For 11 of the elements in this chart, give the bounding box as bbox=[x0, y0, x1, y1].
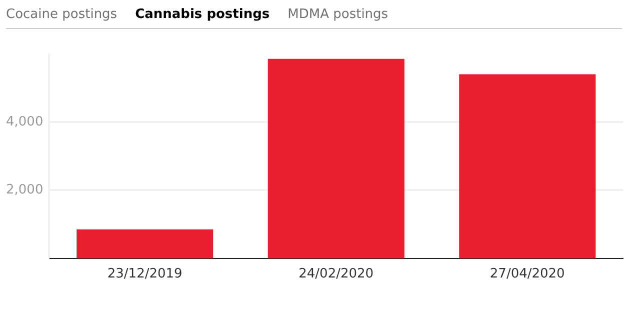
y-tick-label: 4,000 bbox=[6, 114, 44, 130]
x-tick-label: 27/04/2020 bbox=[490, 266, 565, 282]
y-tick-label: 2,000 bbox=[6, 182, 44, 198]
text: Cocaine postings bbox=[6, 6, 118, 22]
bar bbox=[459, 74, 596, 258]
x-tick-label: 24/02/2020 bbox=[298, 266, 374, 282]
x-tick-label: 23/12/2019 bbox=[107, 266, 182, 282]
bar bbox=[76, 229, 214, 258]
chart-title: Cannabis postings bbox=[135, 6, 270, 22]
bar bbox=[268, 58, 404, 258]
text: MDMA postings bbox=[288, 6, 388, 22]
